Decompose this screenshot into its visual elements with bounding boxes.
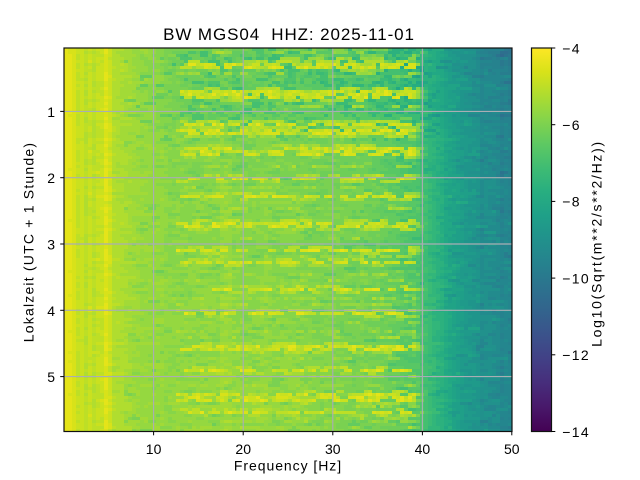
svg-text:1: 1 [47,104,55,120]
svg-text:4: 4 [47,303,55,319]
svg-text:Lokalzeit (UTC + 1 Stunde): Lokalzeit (UTC + 1 Stunde) [21,142,37,342]
svg-text:5: 5 [47,369,55,385]
svg-text:Frequency [Hz]: Frequency [Hz] [234,458,342,474]
svg-text:Log10(Sqrt(m**2/s**2/Hz)): Log10(Sqrt(m**2/s**2/Hz)) [589,140,605,347]
svg-text:2: 2 [47,170,55,186]
svg-text:20: 20 [235,441,251,457]
svg-text:BW MGS04 HHZ: 2025-11-01: BW MGS04 HHZ: 2025-11-01 [163,25,415,44]
svg-text:10: 10 [146,441,162,457]
svg-text:−12: −12 [562,347,590,363]
svg-text:−4: −4 [562,40,581,56]
svg-text:−8: −8 [562,194,581,210]
svg-text:3: 3 [47,237,55,253]
svg-text:−10: −10 [562,270,590,286]
svg-text:50: 50 [504,441,520,457]
svg-text:40: 40 [415,441,431,457]
svg-text:30: 30 [325,441,341,457]
svg-text:−6: −6 [562,117,581,133]
svg-text:−14: −14 [562,424,590,440]
